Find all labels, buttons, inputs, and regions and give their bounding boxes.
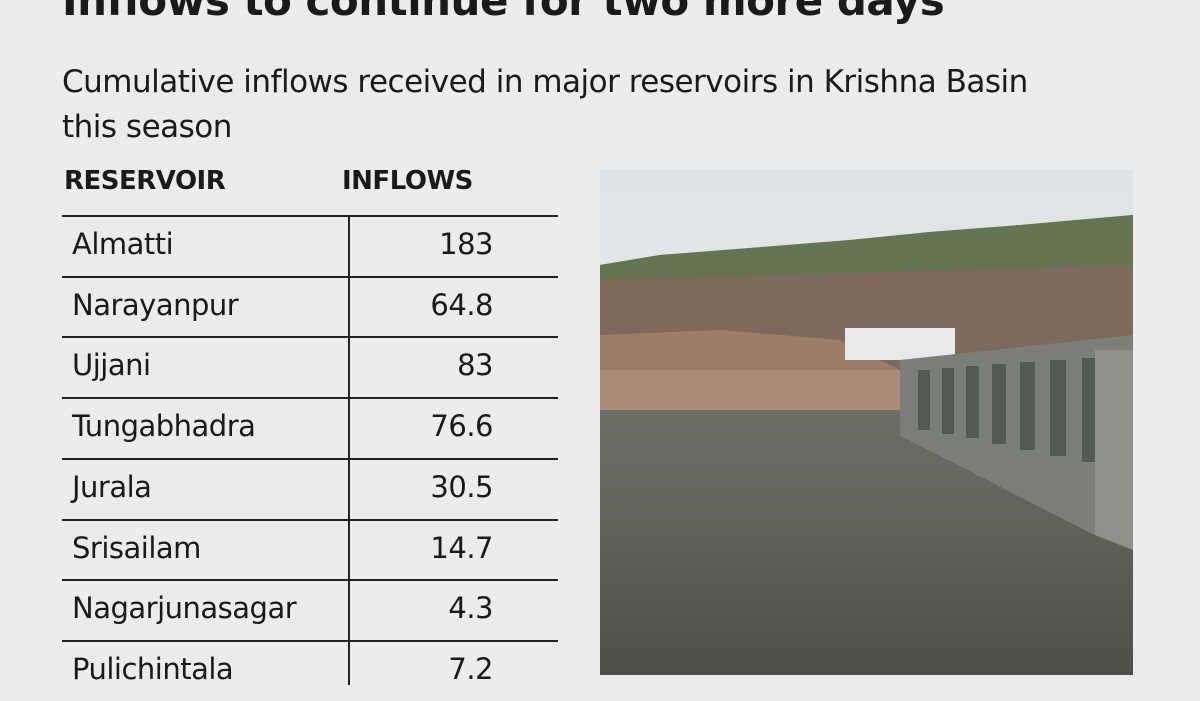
subtitle: Cumulative inflows received in major res… [62, 64, 1028, 145]
table-row: Ujjani 83 [62, 336, 558, 397]
table-row: Tungabhadra 76.6 [62, 397, 558, 458]
inflow-value: 183 [439, 227, 493, 261]
table-row: Narayanpur 64.8 [62, 275, 558, 337]
reservoir-name: Tungabhadra [72, 409, 256, 444]
reservoir-name: Narayanpur [72, 287, 239, 322]
inflow-value: 83 [457, 348, 493, 383]
reservoir-name: Pulichintala [72, 651, 234, 686]
table-row: Jurala 30.5 [62, 457, 558, 519]
page: Inflows to continue for two more days Cu… [62, 0, 1133, 686]
reservoir-name: Srisailam [72, 530, 201, 565]
title: Inflows to continue for two more days [62, 0, 945, 25]
reservoir-name: Almatti [72, 227, 174, 261]
reservoir-name: Jurala [72, 469, 152, 504]
reservoir-name: Ujjani [72, 348, 151, 383]
column-header: RESERVOIR [64, 166, 226, 196]
inflow-value: 14.7 [430, 530, 493, 565]
table-row: Srisailam 14.7 [62, 518, 558, 580]
inflow-value: 7.2 [448, 651, 493, 686]
table-row: Pulichintala 7.2 [62, 639, 558, 701]
inflow-value: 30.5 [430, 469, 493, 504]
inflow-value: 64.8 [430, 287, 493, 322]
table-row: Nagarjunasagar 4.3 [62, 579, 558, 640]
table-row: Almatti 183 [62, 215, 558, 276]
reservoir-name: Nagarjunasagar [72, 591, 297, 626]
inflow-value: 4.3 [448, 591, 493, 626]
column-header: INFLOWS [342, 166, 473, 196]
dam-photo [600, 170, 1133, 675]
inflow-value: 76.6 [430, 409, 493, 444]
column-divider [348, 215, 350, 685]
